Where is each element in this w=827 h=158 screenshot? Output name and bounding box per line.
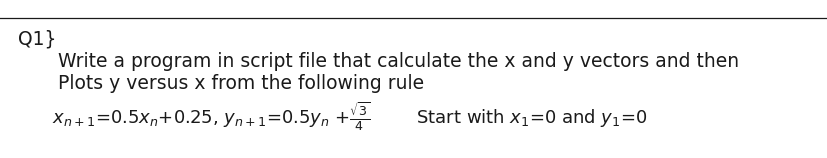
Text: Write a program in script file that calculate the x and y vectors and then: Write a program in script file that calc… [58,52,739,71]
Text: $x_{n+1}$=0.5$x_n$+0.25, $y_{n+1}$=0.5$y_n$ +$\frac{\sqrt{3}}{4}$        Start w: $x_{n+1}$=0.5$x_n$+0.25, $y_{n+1}$=0.5$y… [52,100,648,133]
Text: Q1}: Q1} [18,30,56,49]
Text: Plots y versus x from the following rule: Plots y versus x from the following rule [58,74,424,93]
